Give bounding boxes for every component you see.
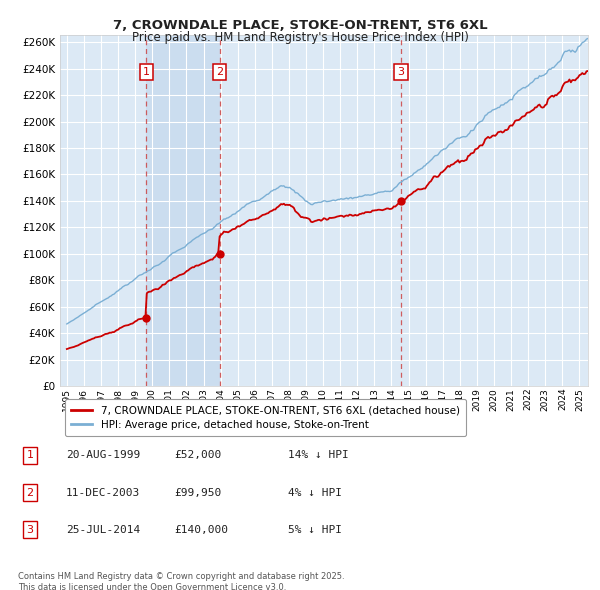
Text: 2: 2 (26, 488, 34, 497)
Text: Price paid vs. HM Land Registry's House Price Index (HPI): Price paid vs. HM Land Registry's House … (131, 31, 469, 44)
Bar (146, 35, 220, 386)
Legend: 7, CROWNDALE PLACE, STOKE-ON-TRENT, ST6 6XL (detached house), HPI: Average price: 7, CROWNDALE PLACE, STOKE-ON-TRENT, ST6 … (65, 399, 466, 436)
Text: £99,950: £99,950 (174, 488, 221, 497)
Text: Contains HM Land Registry data © Crown copyright and database right 2025.
This d: Contains HM Land Registry data © Crown c… (18, 572, 344, 590)
Text: 7, CROWNDALE PLACE, STOKE-ON-TRENT, ST6 6XL: 7, CROWNDALE PLACE, STOKE-ON-TRENT, ST6 … (113, 19, 487, 32)
Text: £52,000: £52,000 (174, 451, 221, 460)
Text: 1: 1 (143, 67, 149, 77)
Text: 3: 3 (398, 67, 404, 77)
Text: 20-AUG-1999: 20-AUG-1999 (66, 451, 140, 460)
Text: 14% ↓ HPI: 14% ↓ HPI (288, 451, 349, 460)
Text: 1: 1 (26, 451, 34, 460)
Text: 11-DEC-2003: 11-DEC-2003 (66, 488, 140, 497)
Text: 25-JUL-2014: 25-JUL-2014 (66, 525, 140, 535)
Text: 4% ↓ HPI: 4% ↓ HPI (288, 488, 342, 497)
Text: £140,000: £140,000 (174, 525, 228, 535)
Text: 2: 2 (216, 67, 223, 77)
Text: 5% ↓ HPI: 5% ↓ HPI (288, 525, 342, 535)
Text: 3: 3 (26, 525, 34, 535)
